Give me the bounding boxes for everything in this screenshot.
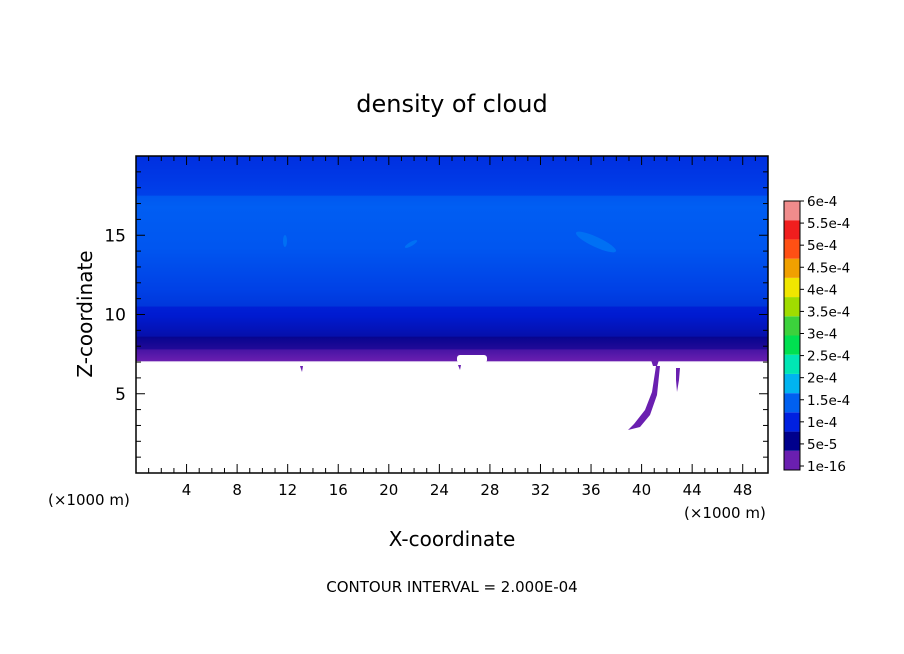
cloud-streak (628, 366, 660, 430)
x-tick-label: 24 (430, 481, 449, 499)
cloud-blob (283, 235, 287, 247)
contour-interval-note: CONTOUR INTERVAL = 2.000E-04 (326, 578, 577, 596)
colorbar-label: 6e-4 (807, 194, 837, 210)
colorbar-label: 1.5e-4 (807, 393, 850, 409)
x-axis-ticks: 4 8 12 16 20 24 28 32 36 40 44 48 (148, 156, 756, 499)
x-tick-label: 28 (480, 481, 499, 499)
colorbar-swatch (784, 373, 800, 394)
x-tick-label: 16 (329, 481, 348, 499)
colorbar-swatch (784, 335, 800, 355)
colorbar-swatch (784, 277, 800, 298)
colorbar-label: 5e-4 (807, 238, 837, 254)
x-tick-label: 40 (632, 481, 651, 499)
colorbar-swatch (784, 431, 800, 451)
colorbar-label: 1e-16 (807, 459, 846, 475)
colorbar-swatch (784, 450, 800, 470)
y-tick-label: 15 (104, 226, 126, 246)
cloud-streak (676, 368, 680, 392)
contour-band (136, 156, 768, 196)
cloud-blob (575, 231, 617, 253)
colorbar-swatch (784, 258, 800, 278)
x-tick-label: 36 (581, 481, 600, 499)
cloud-streak (651, 360, 659, 366)
contour-band (136, 195, 768, 307)
colorbar: 1e-16 5e-5 1e-4 1.5e-4 2e-4 2.5e-4 3e-4 3.5e-4 4… (783, 194, 850, 475)
contour-field (136, 156, 768, 361)
chart-title: density of cloud (356, 90, 547, 118)
x-tick-label: 32 (531, 481, 550, 499)
contour-band (136, 349, 768, 363)
y-tick-label: 10 (104, 306, 126, 326)
x-unit-right: (×1000 m) (684, 504, 766, 522)
colorbar-swatch (784, 316, 800, 336)
colorbar-swatch (784, 201, 800, 221)
clear-gap (457, 355, 487, 363)
colorbar-swatch (784, 354, 800, 374)
colorbar-swatch (784, 220, 800, 240)
colorbar-label: 4.5e-4 (807, 260, 850, 276)
colorbar-label: 4e-4 (807, 282, 837, 298)
y-tick-label: 5 (115, 385, 126, 405)
contour-bands (136, 156, 768, 363)
contour-band (136, 336, 768, 350)
x-tick-label: 8 (232, 481, 242, 499)
colorbar-swatch (784, 393, 800, 413)
x-tick-label: 20 (379, 481, 398, 499)
colorbar-frame (783, 200, 801, 471)
x-tick-label: 48 (733, 481, 752, 499)
x-tick-label: 4 (182, 481, 192, 499)
x-tick-label: 12 (278, 481, 297, 499)
colorbar-label: 5e-5 (807, 437, 837, 453)
y-axis-label: Z-coordinate (73, 250, 97, 377)
colorbar-label: 2.5e-4 (807, 349, 850, 365)
x-unit-left: (×1000 m) (48, 491, 130, 509)
cloud-streak (458, 365, 461, 370)
contour-band (136, 306, 768, 337)
colorbar-swatch (784, 412, 800, 432)
colorbar-label: 3e-4 (807, 327, 837, 343)
x-axis-label: X-coordinate (389, 527, 516, 551)
cloud-blob (404, 240, 418, 248)
x-tick-label: 44 (683, 481, 702, 499)
colorbar-swatch (784, 239, 800, 259)
cloud-streak (300, 366, 303, 372)
colorbar-label: 1e-4 (807, 415, 837, 431)
colorbar-label: 3.5e-4 (807, 304, 850, 320)
colorbar-label: 2e-4 (807, 371, 837, 387)
y-axis-ticks: 5 10 15 (104, 171, 768, 458)
colorbar-label: 5.5e-4 (807, 216, 850, 232)
colorbar-swatch (784, 297, 800, 317)
